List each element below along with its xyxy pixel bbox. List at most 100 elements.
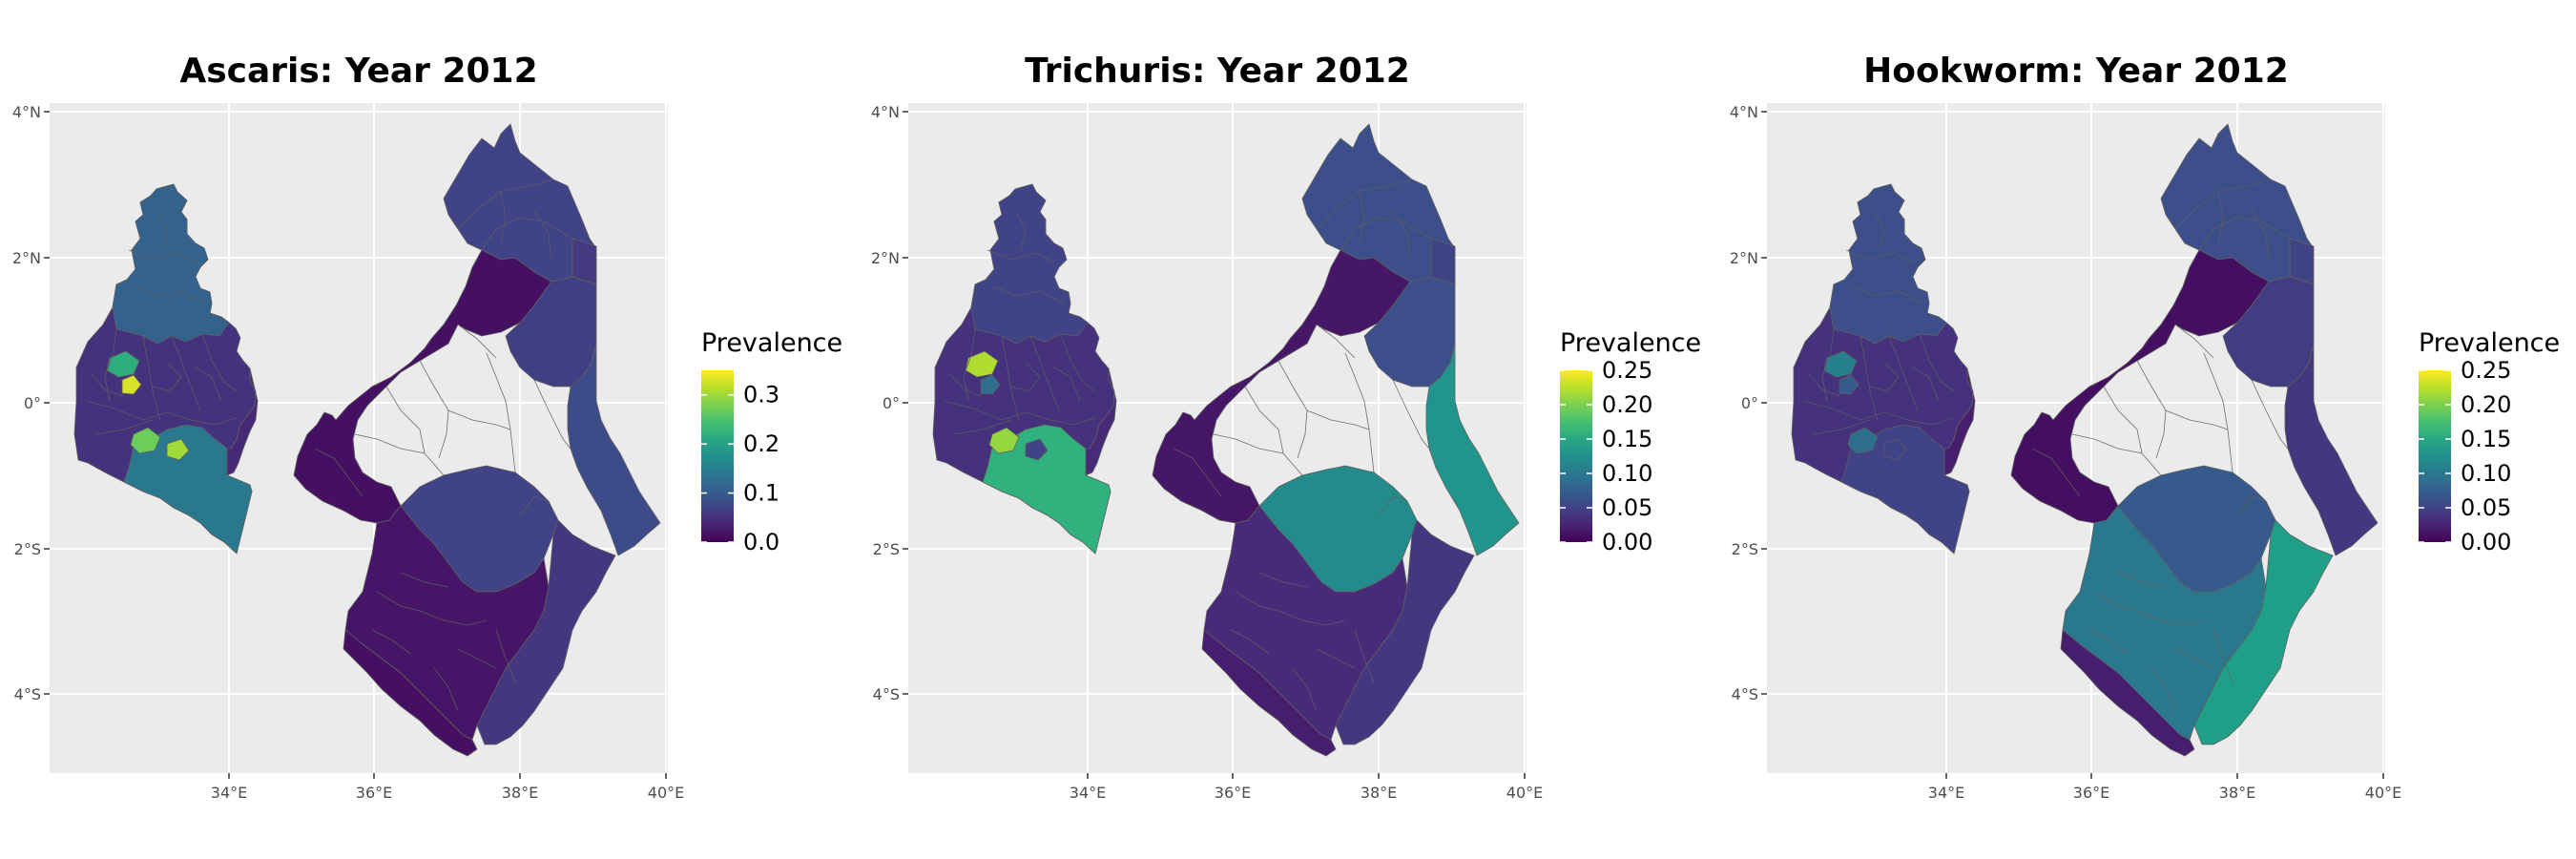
region-west-southeast <box>1085 367 1117 476</box>
region-east-central-east <box>505 276 597 388</box>
region-east-coast-south <box>2193 519 2334 745</box>
x-tick-label: 34°E <box>1928 784 1964 802</box>
legend-colorbar <box>701 370 734 542</box>
x-tick-label: 38°E <box>2219 784 2255 802</box>
district-boundary-line <box>1845 249 1914 263</box>
district-boundary-line <box>1278 610 1346 626</box>
district-boundary-line <box>195 367 222 402</box>
region-west-southeast <box>226 367 259 476</box>
map-panel-trichuris: Trichuris: Year 2012 34°E 36°E 38°E 40°E 4°N 2… <box>859 0 1717 859</box>
district-boundary-line <box>142 335 161 421</box>
legend-tick-label: 0.25 <box>2461 357 2511 384</box>
legend-tick-label: 0.15 <box>1602 426 1652 452</box>
district-boundary-line <box>128 249 197 263</box>
district-boundary-line <box>2088 629 2129 655</box>
region-west-hotspot-4 <box>1025 438 1049 461</box>
district-boundary-line <box>1235 591 1279 612</box>
y-tick-label: 2°S <box>1732 540 1758 558</box>
district-boundary-line <box>314 448 364 497</box>
x-tick-label: 36°E <box>1215 784 1251 802</box>
district-boundary-line <box>1354 629 1375 683</box>
district-boundary-line <box>2251 379 2289 450</box>
district-boundary-line <box>2136 610 2205 626</box>
district-boundary-line <box>85 400 238 426</box>
district-boundary-line <box>1378 495 1408 516</box>
district-boundary-line <box>457 324 497 359</box>
district-boundary-line <box>1912 367 1940 402</box>
region-west-hotspot-3 <box>121 374 142 395</box>
district-boundary-line <box>533 209 552 259</box>
legend-tick-label: 0.1 <box>743 480 779 507</box>
district-boundary-line <box>1316 324 1356 359</box>
district-boundary-line <box>2251 209 2270 259</box>
y-tick-label: 2°N <box>871 249 900 267</box>
y-tick-label: 4°S <box>1732 685 1758 703</box>
district-boundary-line <box>447 409 511 430</box>
legend-tick-label: 0.05 <box>1602 494 1652 521</box>
region-west-hotspot-1 <box>1823 350 1858 378</box>
x-tick-label: 36°E <box>356 784 392 802</box>
district-boundary-line <box>2203 352 2233 473</box>
district-boundary-line <box>495 629 516 683</box>
region-west-hotspot-2 <box>1847 427 1879 454</box>
district-boundaries <box>1802 178 2291 712</box>
map-regions <box>932 123 1520 757</box>
district-boundary-line <box>2212 629 2233 683</box>
district-boundary-line <box>486 352 516 473</box>
map-regions <box>73 123 661 757</box>
district-boundary-line <box>993 285 1065 304</box>
legend-tick-label: 0.05 <box>2461 494 2511 521</box>
x-tick-label: 36°E <box>2073 784 2109 802</box>
district-boundary-line <box>1869 362 1900 392</box>
district-boundary-line <box>91 373 123 397</box>
legend-tick-label: 0.00 <box>1602 529 1652 555</box>
district-boundary-line <box>481 217 573 251</box>
y-tick-label: 4°S <box>873 685 900 703</box>
district-boundary-line <box>1808 373 1840 397</box>
region-west-hotspot-2 <box>130 427 161 454</box>
y-tick-label: 0° <box>24 394 41 412</box>
y-tick-label: 2°S <box>873 540 900 558</box>
district-boundary-line <box>1258 572 1308 588</box>
district-boundary-line <box>1029 335 1060 411</box>
district-boundary-line <box>1244 386 1284 454</box>
district-boundary-line <box>419 610 488 626</box>
map-regions <box>1791 123 2379 757</box>
region-west-hotspot-2 <box>988 427 1020 454</box>
district-boundary-line <box>371 629 411 655</box>
x-tick-label: 40°E <box>2365 784 2401 802</box>
district-boundary-line <box>201 333 238 392</box>
region-east-southwest <box>1201 629 1337 757</box>
district-boundary-line <box>1213 433 1303 476</box>
y-tick-label: 2°N <box>12 249 41 267</box>
region-east-central-east <box>1363 276 1456 388</box>
district-boundary-line <box>94 419 154 435</box>
y-tick-label: 4°N <box>1730 103 1758 121</box>
district-boundary-line <box>1812 419 1871 435</box>
district-boundary-line <box>2031 448 2081 497</box>
region-west-hotspot-1 <box>965 350 999 378</box>
region-west-hotspot-4 <box>1883 438 1907 461</box>
district-boundary-line <box>2165 409 2229 430</box>
district-boundary-line <box>1852 285 1923 304</box>
legend-colorbar <box>2419 370 2451 542</box>
y-tick-label: 0° <box>1741 394 1758 412</box>
region-east-southwest <box>343 629 478 757</box>
region-west-hotspot-3 <box>980 374 1001 395</box>
district-boundary-line <box>1173 448 1222 497</box>
district-boundary-line <box>944 400 1096 426</box>
district-boundary-line <box>1053 367 1081 402</box>
region-west-hotspot-1 <box>106 350 140 378</box>
district-boundary-line <box>1821 328 1835 402</box>
district-boundary-line <box>385 386 426 454</box>
region-west-south <box>123 424 253 555</box>
x-tick-label: 34°E <box>1070 784 1106 802</box>
district-boundary-line <box>1306 409 1370 430</box>
map-title: Hookworm: Year 2012 <box>1863 52 2289 91</box>
x-tick-label: 38°E <box>1361 784 1397 802</box>
y-tick-label: 2°N <box>1730 249 1758 267</box>
district-boundary-line <box>1340 217 1432 251</box>
x-tick-label: 34°E <box>211 784 247 802</box>
district-boundary-line <box>1888 335 1919 411</box>
district-boundary-line <box>2174 648 2214 669</box>
